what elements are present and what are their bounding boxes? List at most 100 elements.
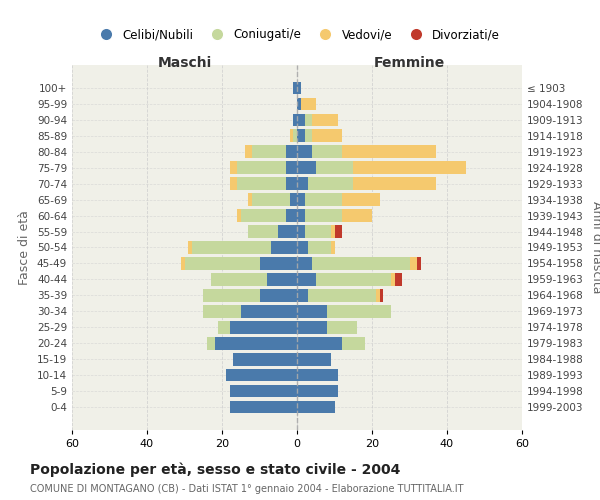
Bar xyxy=(316,162,353,174)
Bar xyxy=(293,114,297,126)
Bar xyxy=(297,289,308,302)
Bar xyxy=(305,210,342,222)
Bar xyxy=(417,257,421,270)
Bar xyxy=(308,178,353,190)
Bar xyxy=(297,273,316,285)
Bar xyxy=(237,178,286,190)
Text: Popolazione per età, sesso e stato civile - 2004: Popolazione per età, sesso e stato civil… xyxy=(30,462,400,477)
Bar xyxy=(342,146,436,158)
Bar xyxy=(252,194,290,206)
Text: Maschi: Maschi xyxy=(157,56,212,70)
Bar xyxy=(312,130,342,142)
Bar xyxy=(297,257,312,270)
Bar xyxy=(297,162,316,174)
Bar xyxy=(278,226,297,238)
Bar xyxy=(286,210,297,222)
Bar xyxy=(312,257,409,270)
Bar xyxy=(301,98,316,110)
Bar xyxy=(188,242,192,254)
Bar xyxy=(226,369,297,382)
Bar xyxy=(252,146,286,158)
Bar xyxy=(305,226,331,238)
Bar xyxy=(297,210,305,222)
Bar xyxy=(305,130,312,142)
Bar xyxy=(297,353,331,366)
Bar xyxy=(271,242,297,254)
Bar xyxy=(241,305,297,318)
Bar xyxy=(185,257,260,270)
Bar xyxy=(353,178,436,190)
Bar xyxy=(297,130,305,142)
Bar xyxy=(286,178,297,190)
Legend: Celibi/Nubili, Coniugati/e, Vedovi/e, Divorziati/e: Celibi/Nubili, Coniugati/e, Vedovi/e, Di… xyxy=(89,24,505,46)
Bar xyxy=(409,257,417,270)
Bar xyxy=(229,162,237,174)
Bar xyxy=(290,130,293,142)
Bar xyxy=(297,321,327,334)
Bar xyxy=(380,289,383,302)
Bar xyxy=(241,210,286,222)
Bar xyxy=(312,114,338,126)
Bar xyxy=(376,289,380,302)
Bar xyxy=(203,289,260,302)
Bar xyxy=(342,337,365,349)
Y-axis label: Anni di nascita: Anni di nascita xyxy=(590,201,600,294)
Bar xyxy=(286,146,297,158)
Bar xyxy=(353,162,466,174)
Bar xyxy=(297,98,301,110)
Bar xyxy=(297,194,305,206)
Bar xyxy=(293,130,297,142)
Bar xyxy=(305,114,312,126)
Bar xyxy=(297,146,312,158)
Bar xyxy=(248,194,252,206)
Bar xyxy=(391,273,395,285)
Bar xyxy=(218,321,229,334)
Bar xyxy=(245,146,252,158)
Bar xyxy=(297,401,335,413)
Bar xyxy=(297,337,342,349)
Bar xyxy=(331,242,335,254)
Bar xyxy=(297,114,305,126)
Bar xyxy=(316,273,391,285)
Bar xyxy=(233,353,297,366)
Text: Femmine: Femmine xyxy=(374,56,445,70)
Text: COMUNE DI MONTAGANO (CB) - Dati ISTAT 1° gennaio 2004 - Elaborazione TUTTITALIA.: COMUNE DI MONTAGANO (CB) - Dati ISTAT 1°… xyxy=(30,484,464,494)
Bar xyxy=(211,273,267,285)
Bar xyxy=(327,321,357,334)
Bar xyxy=(342,194,380,206)
Bar xyxy=(293,82,297,94)
Y-axis label: Fasce di età: Fasce di età xyxy=(19,210,31,285)
Bar xyxy=(297,305,327,318)
Bar xyxy=(267,273,297,285)
Bar xyxy=(181,257,185,270)
Bar xyxy=(395,273,402,285)
Bar xyxy=(192,242,271,254)
Bar xyxy=(297,178,308,190)
Bar xyxy=(260,289,297,302)
Bar xyxy=(286,162,297,174)
Bar xyxy=(229,401,297,413)
Bar xyxy=(248,226,278,238)
Bar xyxy=(290,194,297,206)
Bar xyxy=(308,289,376,302)
Bar xyxy=(312,146,342,158)
Bar xyxy=(237,210,241,222)
Bar xyxy=(229,178,237,190)
Bar xyxy=(203,305,241,318)
Bar xyxy=(331,226,335,238)
Bar xyxy=(297,242,308,254)
Bar xyxy=(237,162,286,174)
Bar xyxy=(207,337,215,349)
Bar xyxy=(297,82,301,94)
Bar xyxy=(297,385,338,398)
Bar xyxy=(215,337,297,349)
Bar xyxy=(327,305,391,318)
Bar xyxy=(297,369,338,382)
Bar xyxy=(229,385,297,398)
Bar xyxy=(305,194,342,206)
Bar xyxy=(260,257,297,270)
Bar xyxy=(308,242,331,254)
Bar xyxy=(229,321,297,334)
Bar xyxy=(335,226,342,238)
Bar xyxy=(342,210,372,222)
